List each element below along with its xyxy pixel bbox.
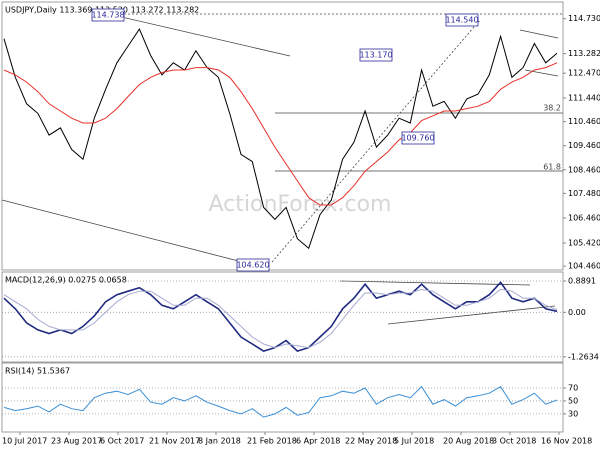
trend-line [271, 19, 481, 263]
x-tick-label: 8 Jan 2018 [198, 437, 241, 446]
annotation: 61.8 [543, 163, 561, 172]
series-line [3, 385, 558, 418]
watermark: ActionForex.com [209, 192, 392, 217]
y-tick-label: -1.2634 [568, 352, 599, 361]
trend-line [524, 69, 559, 77]
annotation-box [445, 13, 479, 27]
panel-title: RSI(14) 51.5367 [5, 367, 70, 376]
x-tick-label: 22 May 2018 [345, 437, 397, 446]
y-tick-label: 112.470 [568, 69, 600, 78]
y-tick-label: 106.460 [568, 213, 600, 222]
y-tick-label: 70 [568, 384, 578, 393]
annotation-box [401, 131, 435, 145]
x-tick-label: 16 Nov 2018 [541, 437, 592, 446]
trend-line [1, 199, 251, 265]
x-tick-label: 3 Oct 2018 [492, 437, 536, 446]
x-tick-label: 21 Feb 2018 [247, 437, 297, 446]
y-tick-label: 114.730 [568, 14, 600, 23]
y-tick-label: 0.8891 [568, 277, 596, 286]
y-tick-label: 30 [568, 409, 578, 418]
series-line [3, 28, 558, 250]
panel-border [1, 271, 564, 363]
annotation-box [91, 8, 125, 22]
x-tick-label: 20 Aug 2018 [443, 437, 494, 446]
series-line [3, 288, 558, 349]
x-tick-label: 5 Jul 2018 [394, 437, 434, 446]
annotation-box [236, 258, 270, 272]
y-tick-label: 105.420 [568, 239, 600, 248]
y-tick-label: 113.282 [568, 49, 600, 58]
x-tick-label: 6 Oct 2017 [100, 437, 144, 446]
y-tick-label: 50 [568, 396, 578, 405]
annotation: 113.170 [359, 51, 392, 60]
annotation: 114.540 [445, 16, 478, 25]
x-tick-label: 23 Aug 2017 [51, 437, 102, 446]
panel-border [1, 362, 564, 433]
y-tick-label: 0.00 [568, 308, 586, 317]
y-tick-label: 108.460 [568, 165, 600, 174]
y-tick-label: 109.460 [568, 141, 600, 150]
trend-line [519, 29, 559, 39]
y-tick-label: 107.480 [568, 189, 600, 198]
annotation: 104.620 [236, 261, 269, 270]
annotation: 109.760 [401, 134, 434, 143]
panel-border [1, 1, 564, 271]
x-tick-label: 6 Apr 2018 [296, 437, 340, 446]
x-tick-label: 21 Nov 2017 [149, 437, 200, 446]
x-tick-label: 10 Jul 2017 [2, 437, 47, 446]
series-line [3, 281, 558, 353]
y-tick-label: 110.460 [568, 117, 600, 126]
trend-line [99, 11, 291, 57]
annotation: 38.2 [543, 104, 561, 113]
annotation: 114.738 [91, 11, 124, 20]
trend-line [387, 305, 556, 325]
y-tick-label: 111.440 [568, 93, 600, 102]
panel-title: MACD(12,26,9) 0.0275 0.0658 [5, 276, 127, 285]
series-line [3, 62, 558, 206]
annotation-box [359, 48, 393, 62]
y-tick-label: 104.460 [568, 262, 600, 271]
